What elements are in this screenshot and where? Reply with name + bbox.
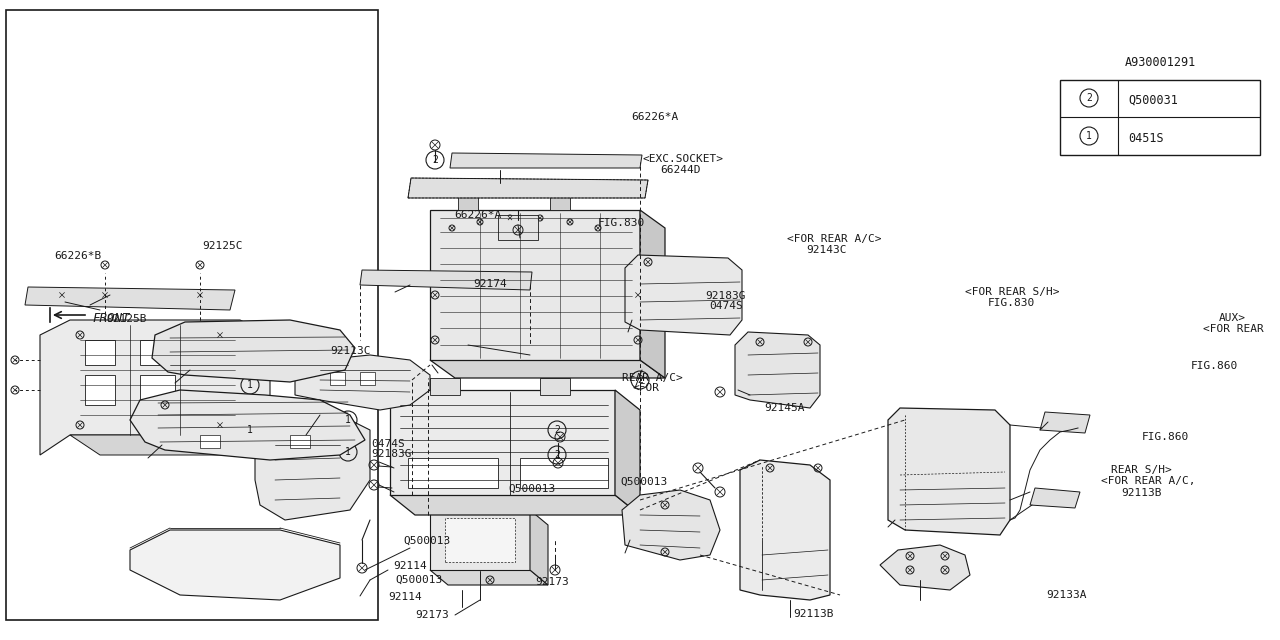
- Polygon shape: [520, 458, 608, 488]
- Text: <FOR REAR S/H>: <FOR REAR S/H>: [965, 287, 1060, 297]
- Text: 66226*B: 66226*B: [54, 251, 101, 261]
- Polygon shape: [622, 490, 719, 560]
- Polygon shape: [498, 215, 538, 240]
- Polygon shape: [451, 153, 643, 168]
- Polygon shape: [888, 408, 1010, 535]
- Polygon shape: [445, 518, 515, 562]
- Text: 92125B: 92125B: [106, 314, 147, 324]
- Polygon shape: [408, 178, 648, 198]
- Text: 92183G: 92183G: [371, 449, 412, 460]
- Polygon shape: [614, 390, 640, 515]
- Polygon shape: [200, 435, 220, 448]
- Polygon shape: [84, 340, 115, 365]
- Polygon shape: [84, 375, 115, 405]
- Text: 92174: 92174: [474, 279, 507, 289]
- Polygon shape: [430, 570, 548, 585]
- Text: <FOR: <FOR: [632, 383, 659, 394]
- Text: REAR A/C>: REAR A/C>: [622, 373, 682, 383]
- Text: FIG.830: FIG.830: [988, 298, 1036, 308]
- Polygon shape: [740, 460, 829, 600]
- Polygon shape: [540, 378, 570, 395]
- Text: 66226*A: 66226*A: [454, 210, 502, 220]
- Text: FRONT: FRONT: [92, 312, 129, 324]
- Text: 0451S: 0451S: [1128, 131, 1164, 145]
- Polygon shape: [131, 390, 365, 460]
- Text: 92125C: 92125C: [202, 241, 243, 252]
- Polygon shape: [430, 360, 666, 378]
- Polygon shape: [255, 415, 370, 520]
- Text: 1: 1: [1085, 131, 1092, 141]
- Polygon shape: [140, 340, 175, 365]
- Text: 66244D: 66244D: [660, 164, 701, 175]
- Polygon shape: [1030, 488, 1080, 508]
- Text: 92114: 92114: [388, 592, 421, 602]
- Polygon shape: [131, 530, 340, 600]
- Text: 1: 1: [247, 425, 253, 435]
- Polygon shape: [640, 210, 666, 378]
- Text: Q500013: Q500013: [396, 575, 443, 585]
- Text: FIG.860: FIG.860: [1142, 432, 1189, 442]
- Text: Q500013: Q500013: [621, 476, 668, 486]
- Polygon shape: [70, 435, 270, 455]
- Text: 92114: 92114: [393, 561, 426, 572]
- Text: 92133A: 92133A: [1046, 590, 1087, 600]
- Text: 92173: 92173: [535, 577, 568, 588]
- Polygon shape: [430, 210, 640, 360]
- Text: 2: 2: [554, 425, 559, 435]
- Polygon shape: [625, 255, 742, 335]
- Polygon shape: [550, 190, 570, 210]
- Text: <FOR REAR: <FOR REAR: [1203, 324, 1263, 334]
- Text: 92183G: 92183G: [705, 291, 746, 301]
- Text: FIG.860: FIG.860: [1190, 361, 1238, 371]
- Polygon shape: [390, 390, 614, 495]
- Polygon shape: [40, 320, 270, 455]
- Text: 2: 2: [637, 375, 643, 385]
- Polygon shape: [360, 270, 532, 290]
- Polygon shape: [152, 320, 355, 382]
- Text: FIG.830: FIG.830: [598, 218, 645, 228]
- Text: REAR S/H>: REAR S/H>: [1111, 465, 1171, 476]
- Text: <FOR REAR A/C,: <FOR REAR A/C,: [1101, 476, 1196, 486]
- Text: 92113B: 92113B: [1121, 488, 1162, 498]
- Text: 92173: 92173: [415, 610, 449, 620]
- Text: <FOR REAR A/C>: <FOR REAR A/C>: [787, 234, 882, 244]
- Text: 2: 2: [1085, 93, 1092, 103]
- Text: 92145A: 92145A: [764, 403, 805, 413]
- Text: AUX>: AUX>: [1219, 313, 1245, 323]
- Polygon shape: [390, 495, 640, 515]
- Text: 2: 2: [554, 450, 559, 460]
- Text: Q500013: Q500013: [508, 484, 556, 494]
- Polygon shape: [330, 372, 346, 385]
- Polygon shape: [530, 510, 548, 585]
- Text: 1: 1: [247, 380, 253, 390]
- Polygon shape: [458, 190, 477, 210]
- Polygon shape: [735, 332, 820, 408]
- Polygon shape: [26, 287, 236, 310]
- Polygon shape: [881, 545, 970, 590]
- Polygon shape: [408, 458, 498, 488]
- Text: 66226*A: 66226*A: [631, 112, 678, 122]
- Text: 0474S: 0474S: [371, 438, 404, 449]
- Text: <EXC.SOCKET>: <EXC.SOCKET>: [643, 154, 723, 164]
- Text: Q500031: Q500031: [1128, 93, 1178, 106]
- Text: 92113B: 92113B: [794, 609, 835, 620]
- Text: 92113C: 92113C: [330, 346, 371, 356]
- Polygon shape: [294, 355, 430, 410]
- Text: 92143C: 92143C: [806, 244, 847, 255]
- Text: A930001291: A930001291: [1124, 56, 1196, 68]
- Polygon shape: [140, 375, 175, 405]
- Polygon shape: [1039, 412, 1091, 433]
- Polygon shape: [430, 510, 530, 570]
- Text: 0474S: 0474S: [709, 301, 742, 311]
- Text: 1: 1: [346, 447, 351, 457]
- Text: Q500013: Q500013: [403, 536, 451, 546]
- Polygon shape: [360, 372, 375, 385]
- Polygon shape: [430, 378, 460, 395]
- Text: 2: 2: [433, 155, 438, 165]
- Polygon shape: [291, 435, 310, 448]
- Text: 1: 1: [346, 415, 351, 425]
